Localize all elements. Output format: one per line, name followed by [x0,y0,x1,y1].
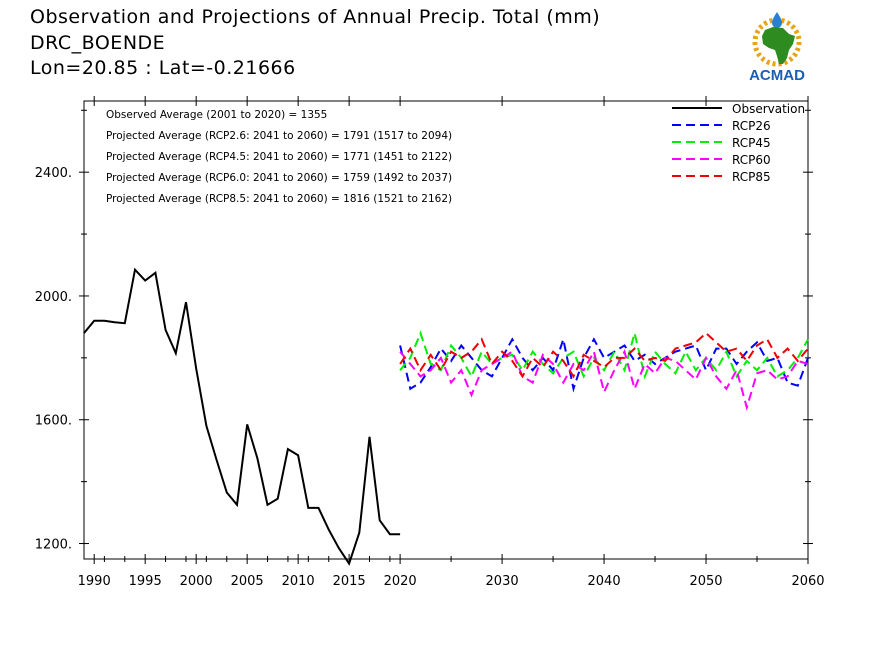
annotation-line: Observed Average (2001 to 2020) = 1355 [106,109,327,121]
x-tick-label: 2030 [486,574,519,589]
x-tick-label: 2050 [689,574,722,589]
annotation-line: Projected Average (RCP6.0: 2041 to 2060)… [106,172,452,184]
legend-label: RCP26 [732,119,771,133]
series-lines [83,267,809,566]
legend-label: Observation [732,102,805,116]
legend-label: RCP60 [732,153,771,167]
series-line-rcp45 [399,330,809,380]
y-tick-label: 1600. [35,414,72,429]
x-tick-label: 1990 [78,574,111,589]
y-tick-label: 2400. [35,166,72,181]
chart-title: Observation and Projections of Annual Pr… [30,6,601,28]
plot-frame [83,100,809,560]
x-tick-label: 2000 [180,574,213,589]
annotation-line: Projected Average (RCP8.5: 2041 to 2060)… [106,193,452,205]
series-line-rcp85 [399,331,809,379]
legend: Observation RCP26 RCP45 RCP60 RCP85 [672,102,805,184]
x-tick-label: 2015 [333,574,366,589]
acmad-logo-graphic: ACMAD [749,12,805,84]
water-drop-icon [772,12,782,28]
series-line-rcp26 [399,335,809,393]
x-tick-label: 2005 [231,574,264,589]
station-name: DRC_BOENDE [30,32,166,54]
annotation-line: Projected Average (RCP2.6: 2041 to 2060)… [106,130,452,142]
x-tick-label: 2010 [282,574,315,589]
logo-text: ACMAD [749,67,805,84]
x-tick-label: 2060 [791,574,824,589]
annotation-block: Observed Average (2001 to 2020) = 1355 Pr… [106,109,452,205]
y-tick-label: 1200. [35,538,72,553]
x-tick-label: 1995 [129,574,162,589]
plot-border [83,100,809,560]
station-coordinates: Lon=20.85 : Lat=-0.21666 [30,57,296,79]
legend-label: RCP45 [732,136,771,150]
x-tick-label: 2040 [588,574,621,589]
x-tick-label: 2020 [384,574,417,589]
legend-label: RCP85 [732,170,771,184]
y-tick-label: 2000. [35,290,72,305]
series-line-observation [83,267,401,566]
annotation-line: Projected Average (RCP4.5: 2041 to 2060)… [106,151,452,163]
africa-map-icon [762,27,795,64]
acmad-logo: ACMAD [735,6,819,84]
series-line-rcp60 [399,349,809,412]
axis-ticks: 1200. 1600. 2000. 2400. 1990 1995 2000 2005 2010… [35,96,825,589]
